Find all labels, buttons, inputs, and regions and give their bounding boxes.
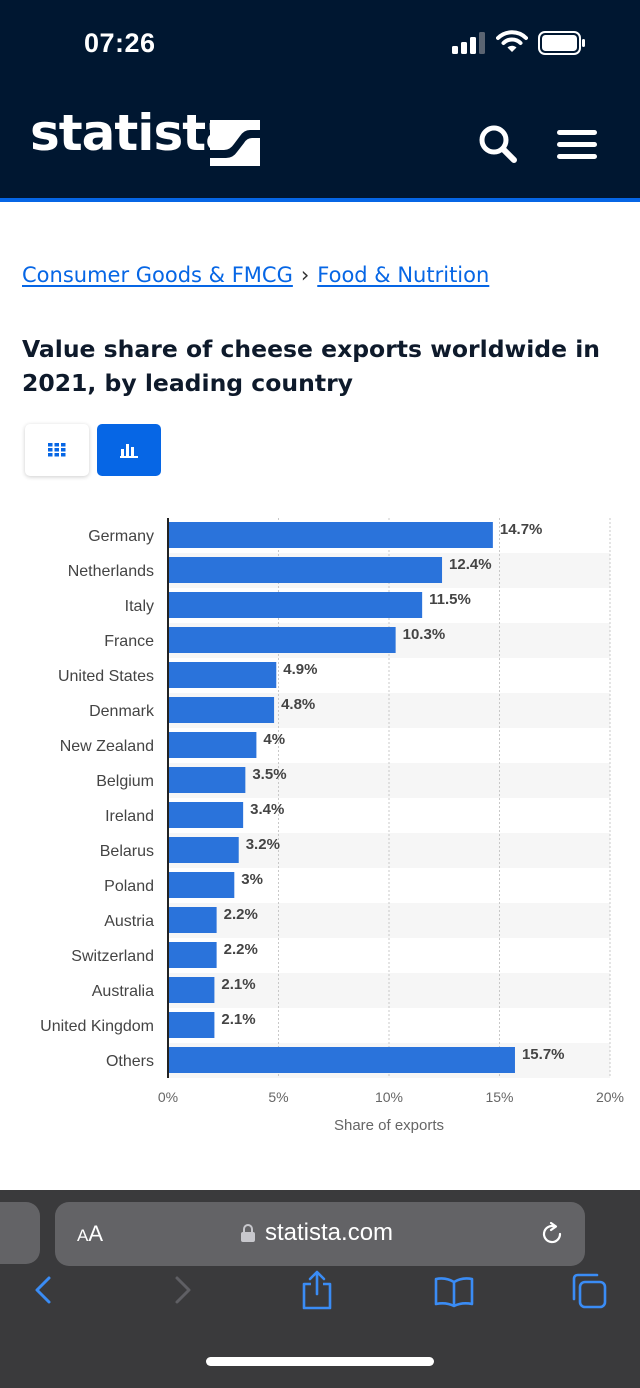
data-label: 2.1% [221, 976, 255, 993]
header-accent-line [0, 198, 640, 202]
chart-view-button[interactable] [97, 424, 161, 476]
menu-icon[interactable] [557, 128, 597, 160]
bar [168, 627, 396, 653]
page-title: Value share of cheese exports worldwide … [22, 335, 601, 397]
x-tick-label: 10% [375, 1089, 403, 1105]
category-label: New Zealand [60, 738, 154, 755]
breadcrumb-food-nutrition[interactable]: Food & Nutrition [317, 263, 490, 287]
category-label: Denmark [89, 703, 155, 720]
data-label: 4.8% [281, 696, 315, 713]
home-indicator [206, 1357, 434, 1366]
data-label: 3% [241, 871, 263, 888]
category-label: Germany [88, 528, 154, 545]
data-label: 3.4% [250, 801, 284, 818]
data-label: 2.2% [224, 941, 258, 958]
statista-logo-mark [210, 120, 260, 166]
category-label: Netherlands [68, 563, 154, 580]
grid-icon [48, 443, 66, 457]
category-label: France [104, 633, 154, 650]
x-tick-label: 5% [268, 1089, 288, 1105]
site-header: statista [0, 90, 640, 198]
chart-row-band [168, 903, 610, 938]
category-label: Austria [104, 913, 154, 930]
breadcrumb: Consumer Goods & FMCG › Food & Nutrition [22, 263, 489, 287]
reload-icon[interactable] [539, 1221, 565, 1247]
category-label: Others [106, 1053, 154, 1070]
bar [168, 697, 275, 723]
breadcrumb-consumer-goods[interactable]: Consumer Goods & FMCG [22, 263, 293, 287]
data-label: 2.2% [224, 906, 258, 923]
status-bar: 07:26 [0, 0, 640, 90]
data-label: 3.5% [252, 766, 286, 783]
category-label: Belarus [100, 843, 154, 860]
status-time: 07:26 [84, 28, 156, 58]
data-label: 15.7% [522, 1046, 565, 1063]
signal-icon [452, 32, 485, 54]
x-axis-title: Share of exports [334, 1117, 444, 1134]
battery-icon [538, 31, 585, 55]
browser-toolbar: AA statista.com [0, 1190, 640, 1388]
bar [168, 557, 443, 583]
share-icon[interactable] [300, 1270, 334, 1310]
bar [168, 732, 257, 758]
category-label: Ireland [105, 808, 154, 825]
search-icon[interactable] [478, 124, 518, 164]
data-label: 11.5% [429, 591, 471, 608]
bar [168, 767, 246, 793]
bar-chart-icon [120, 444, 138, 458]
category-label: Belgium [96, 773, 154, 790]
category-label: Australia [92, 983, 154, 1000]
category-label: Italy [125, 598, 154, 615]
previous-tab-preview[interactable] [0, 1202, 40, 1264]
wifi-icon [496, 30, 528, 52]
statista-logo[interactable]: statista [30, 104, 239, 162]
forward-icon[interactable] [170, 1275, 196, 1305]
category-label: United Kingdom [40, 1018, 154, 1035]
tabs-icon[interactable] [570, 1272, 608, 1310]
bookmarks-icon[interactable] [434, 1276, 474, 1308]
lock-icon [241, 1224, 255, 1242]
data-label: 4.9% [283, 661, 317, 678]
category-label: United States [58, 668, 154, 685]
data-label: 14.7% [500, 521, 543, 538]
bar [168, 1047, 515, 1073]
bar [168, 802, 244, 828]
bar [168, 837, 239, 863]
bar [168, 592, 423, 618]
category-label: Switzerland [71, 948, 154, 965]
bar [168, 662, 277, 688]
bar [168, 977, 215, 1003]
bar [168, 907, 217, 933]
data-label: 3.2% [246, 836, 280, 853]
x-tick-label: 20% [596, 1089, 624, 1105]
address-bar[interactable]: AA statista.com [55, 1202, 585, 1266]
data-label: 10.3% [403, 626, 446, 643]
x-tick-label: 0% [158, 1089, 178, 1105]
data-label: 4% [263, 731, 285, 748]
bar [168, 1012, 215, 1038]
bar [168, 522, 493, 548]
category-label: Poland [104, 878, 154, 895]
url-domain: statista.com [265, 1219, 394, 1246]
reader-options-button[interactable]: AA [77, 1221, 104, 1246]
data-label: 12.4% [449, 556, 492, 573]
table-view-button[interactable] [25, 424, 89, 476]
bar [168, 942, 217, 968]
bar-chart: 0% 5% 10% 15% 20% Germany 14.7% Netherlands 12.4… [40, 518, 624, 1134]
breadcrumb-separator: › [300, 263, 310, 287]
data-label: 2.1% [221, 1011, 255, 1028]
x-tick-label: 15% [485, 1089, 513, 1105]
back-icon[interactable] [30, 1275, 56, 1305]
bar [168, 872, 235, 898]
